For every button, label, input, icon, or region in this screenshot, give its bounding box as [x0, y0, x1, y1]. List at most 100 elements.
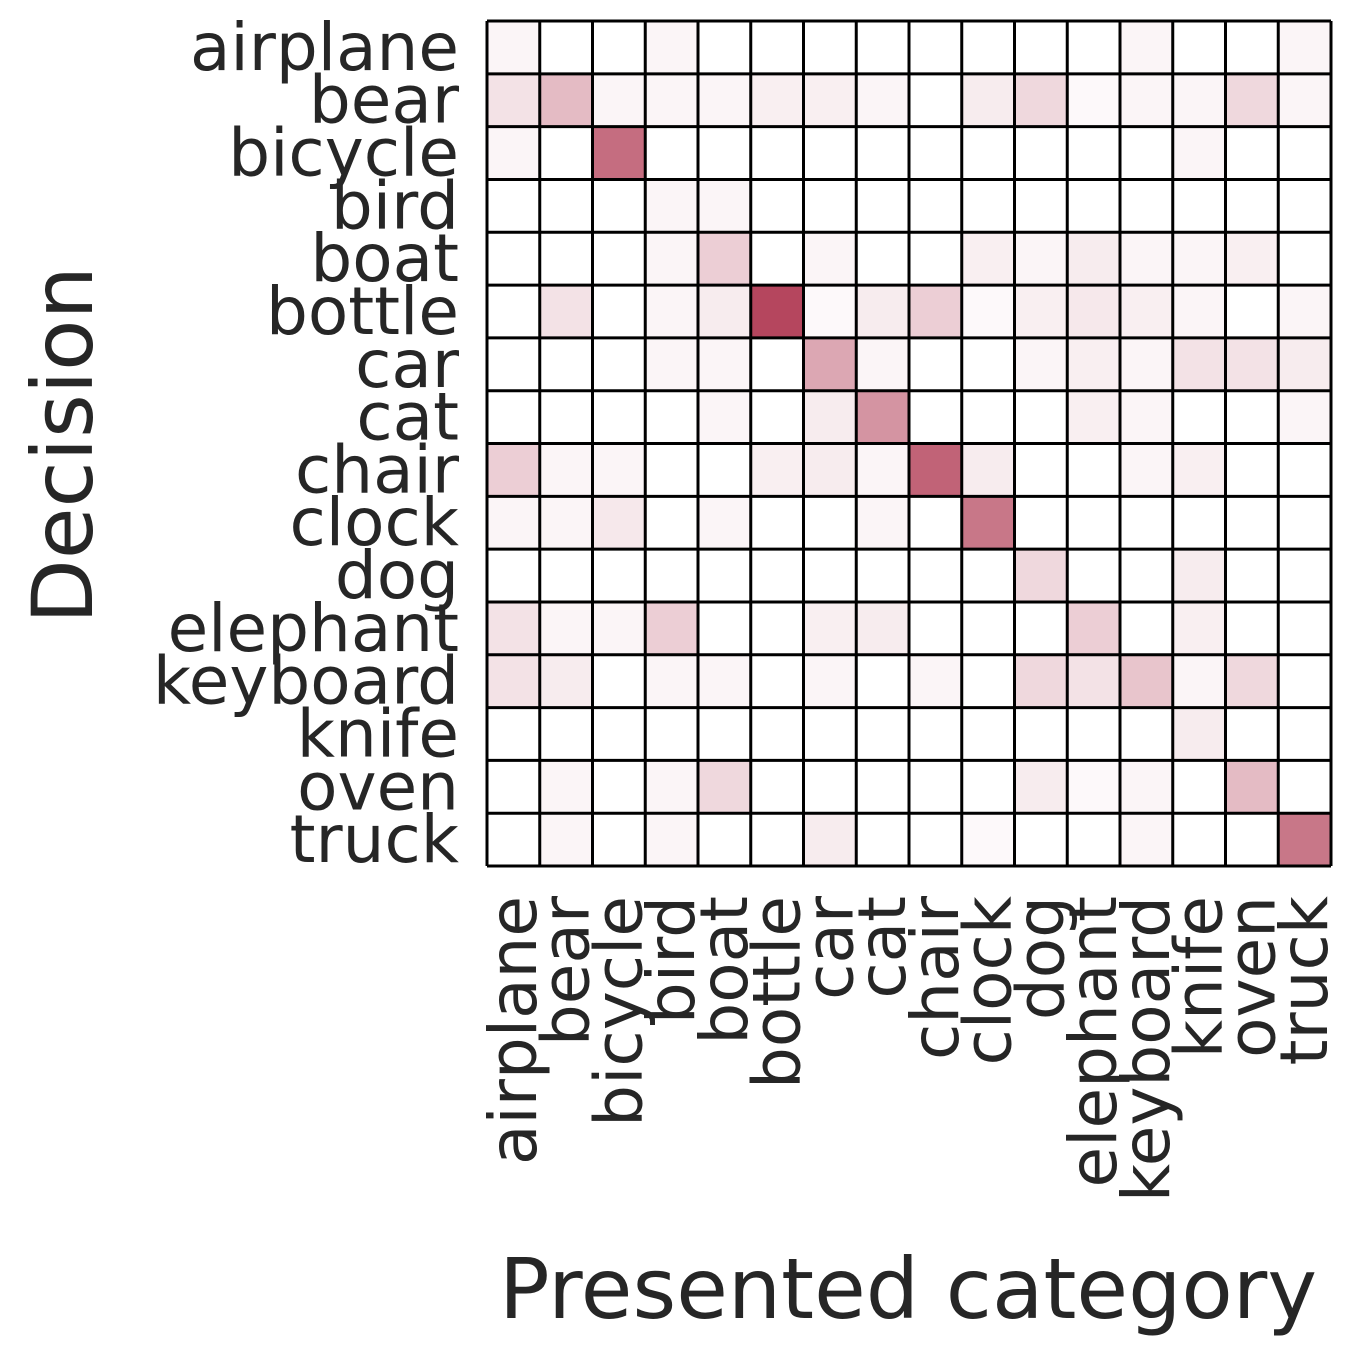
heatmap-cell-bottle-chair [909, 285, 962, 338]
heatmap-cell-elephant-clock [961, 601, 1015, 655]
heatmap-cell-bear-oven [1225, 73, 1279, 127]
heatmap-cell-bird-bottle [750, 179, 804, 233]
heatmap-cell-airplane-clock [961, 21, 1015, 74]
heatmap-cell-bird-chair [909, 179, 962, 233]
heatmap-cell-bicycle-knife [1172, 126, 1226, 180]
heatmap-cell-oven-dog [1014, 760, 1068, 814]
heatmap-cell-cat-truck [1278, 390, 1331, 444]
heatmap-cell-truck-elephant [1067, 813, 1120, 866]
heatmap-cell-oven-boat [698, 760, 751, 814]
heatmap-cell-knife-bottle [750, 707, 804, 761]
heatmap-cell-chair-bicycle [592, 443, 646, 497]
heatmap-cell-bicycle-truck [1278, 126, 1331, 180]
heatmap-cell-airplane-oven [1225, 21, 1279, 74]
heatmap-cell-chair-cat [856, 443, 909, 497]
heatmap-cell-boat-clock [961, 232, 1015, 286]
heatmap-cell-bicycle-boat [698, 126, 751, 180]
y-tick-labels: airplanebearbicyclebirdboatbottlecarcatc… [153, 9, 460, 878]
heatmap-cell-cat-dog [1014, 390, 1068, 444]
heatmap-cell-clock-elephant [1067, 496, 1120, 550]
heatmap-cell-bear-bear [539, 73, 593, 127]
y-tick-label-keyboard: keyboard [153, 643, 459, 720]
x-tick-label-dog: dog [1002, 896, 1079, 1020]
heatmap-cell-keyboard-dog [1014, 654, 1068, 708]
heatmap-cell-cat-bicycle [592, 390, 646, 444]
x-tick-labels: airplanebearbicyclebirdboatbottlecarcatc… [475, 895, 1343, 1202]
y-axis-label: Decision [14, 266, 112, 624]
heatmap-cell-oven-elephant [1067, 760, 1120, 814]
heatmap-cell-knife-car [803, 707, 857, 761]
heatmap-cell-elephant-chair [909, 601, 962, 655]
heatmap-cell-elephant-keyboard [1120, 601, 1173, 655]
heatmap-cell-chair-oven [1225, 443, 1279, 497]
heatmap-cell-chair-bear [539, 443, 593, 497]
heatmap-cell-bear-bottle [750, 73, 804, 127]
y-tick-label-cat: cat [356, 379, 459, 456]
heatmap-cell-bottle-clock [961, 285, 1015, 338]
heatmap-cell-bird-bicycle [592, 179, 646, 233]
heatmap-cell-airplane-elephant [1067, 21, 1120, 74]
heatmap-cell-truck-knife [1172, 813, 1226, 866]
heatmap-cell-bottle-bird [645, 285, 698, 338]
heatmap-cell-bicycle-airplane [487, 126, 540, 180]
heatmap-cell-airplane-bird [645, 21, 698, 74]
x-tick-label-clock: clock [950, 895, 1027, 1065]
heatmap-cell-bird-keyboard [1120, 179, 1173, 233]
heatmap-cell-clock-bear [539, 496, 593, 550]
x-tick-label-chair: chair [897, 895, 974, 1060]
heatmap-cell-dog-car [803, 549, 857, 602]
heatmap-cell-bottle-bicycle [592, 285, 646, 338]
heatmap-cell-oven-chair [909, 760, 962, 814]
heatmap-cell-car-bear [539, 337, 593, 391]
heatmap-cell-truck-chair [909, 813, 962, 866]
heatmap-cell-bird-bird [645, 179, 698, 233]
heatmap-cell-oven-bird [645, 760, 698, 814]
heatmap-cell-airplane-keyboard [1120, 21, 1173, 74]
heatmap-cell-bird-knife [1172, 179, 1226, 233]
heatmap-cell-car-boat [698, 337, 751, 391]
heatmap-cell-elephant-dog [1014, 601, 1068, 655]
heatmap-cell-chair-bird [645, 443, 698, 497]
y-tick-label-bird: bird [331, 167, 459, 244]
heatmap-cell-airplane-knife [1172, 21, 1226, 74]
heatmap-cells [487, 21, 1331, 866]
heatmap-cell-truck-boat [698, 813, 751, 866]
heatmap-cell-oven-bottle [750, 760, 804, 814]
heatmap-cell-chair-boat [698, 443, 751, 497]
y-tick-label-bear: bear [309, 62, 460, 139]
heatmap-cell-keyboard-cat [856, 654, 909, 708]
heatmap-cell-oven-oven [1225, 760, 1279, 814]
heatmap-cell-keyboard-bird [645, 654, 698, 708]
heatmap-cell-truck-clock [961, 813, 1015, 866]
y-tick-label-airplane: airplane [190, 9, 459, 86]
heatmap-cell-knife-bird [645, 707, 698, 761]
heatmap-cell-boat-bear [539, 232, 593, 286]
heatmap-cell-bottle-oven [1225, 285, 1279, 338]
heatmap-cell-dog-oven [1225, 549, 1279, 602]
heatmap-cell-cat-airplane [487, 390, 540, 444]
heatmap-cell-elephant-truck [1278, 601, 1331, 655]
heatmap-cell-boat-truck [1278, 232, 1331, 286]
heatmap-cell-elephant-knife [1172, 601, 1226, 655]
heatmap-cell-keyboard-bottle [750, 654, 804, 708]
heatmap-cell-bear-car [803, 73, 857, 127]
heatmap-cell-bird-car [803, 179, 857, 233]
heatmap-cell-dog-truck [1278, 549, 1331, 602]
heatmap-cell-truck-bear [539, 813, 593, 866]
heatmap-cell-bicycle-keyboard [1120, 126, 1173, 180]
heatmap-cell-airplane-bicycle [592, 21, 646, 74]
heatmap-cell-car-cat [856, 337, 909, 391]
heatmap-cell-chair-bottle [750, 443, 804, 497]
heatmap-cell-bird-clock [961, 179, 1015, 233]
heatmap-cell-knife-truck [1278, 707, 1331, 761]
x-tick-label-boat: boat [686, 896, 763, 1045]
heatmap-cell-keyboard-clock [961, 654, 1015, 708]
y-tick-label-bicycle: bicycle [228, 115, 459, 192]
heatmap-cell-airplane-truck [1278, 21, 1331, 74]
heatmap-cell-bicycle-bear [539, 126, 593, 180]
heatmap-cell-knife-oven [1225, 707, 1279, 761]
heatmap-cell-bottle-keyboard [1120, 285, 1173, 338]
heatmap-cell-chair-knife [1172, 443, 1226, 497]
heatmap-cell-knife-keyboard [1120, 707, 1173, 761]
heatmap-cell-keyboard-boat [698, 654, 751, 708]
